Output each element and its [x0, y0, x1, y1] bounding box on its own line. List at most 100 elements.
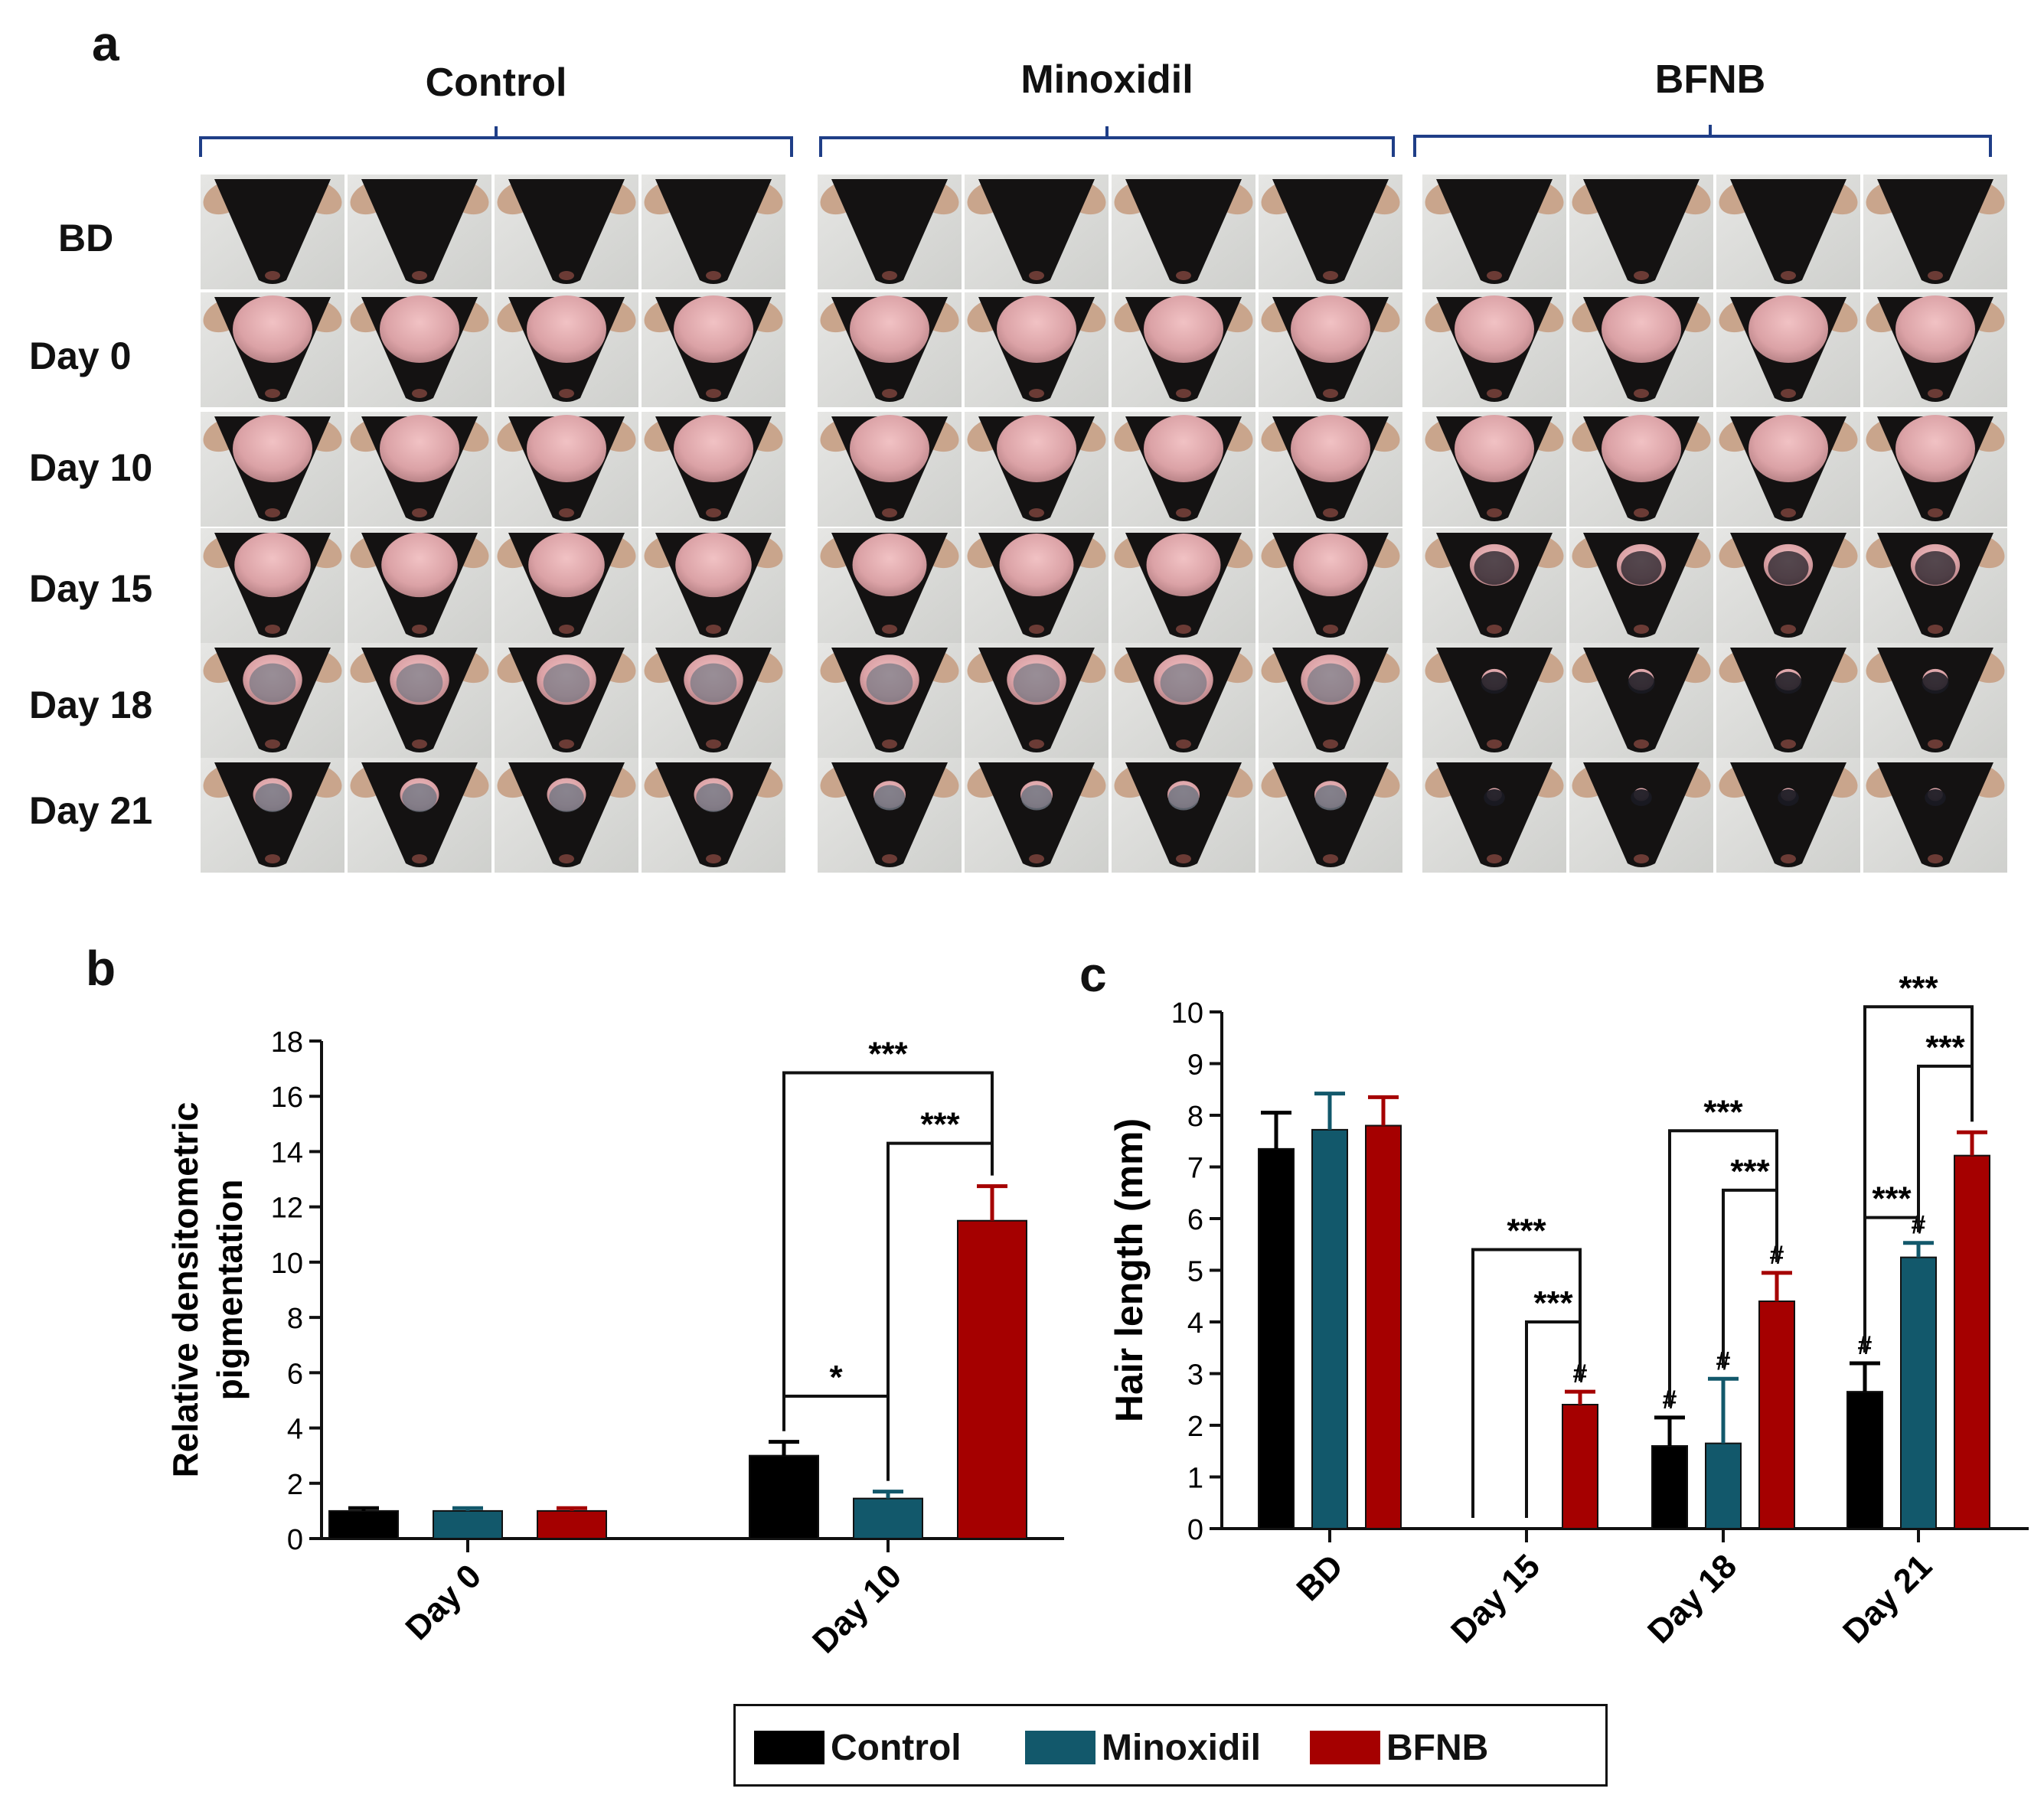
chart-c-sig-bracket-0 — [1471, 1248, 1582, 1518]
chart-b-bar-bfnb-1 — [957, 1219, 1027, 1539]
chart-c-ytick-label-3: 3 — [1187, 1359, 1203, 1392]
panel-c-letter: c — [1079, 947, 1107, 1002]
chart-b-ytick-label-18: 18 — [271, 1026, 303, 1059]
chart-c-ytick-label-4: 4 — [1187, 1307, 1203, 1340]
chart-c-bar-bfnb-3 — [1954, 1154, 1990, 1529]
chart-c-xtick-label-3: Day 21 — [1836, 1547, 1939, 1650]
chart-c-sig-label-3: *** — [1730, 1153, 1770, 1190]
photo-bfnb-row3-1 — [1422, 528, 1566, 643]
bracket-control — [199, 126, 793, 157]
chart-c-bar-bfnb-1 — [1562, 1404, 1598, 1529]
chart-b-ytick-label-8: 8 — [287, 1303, 303, 1335]
photo-control-row4-3 — [495, 643, 638, 758]
row-label-day18: Day 18 — [29, 684, 153, 726]
legend-swatch-minoxidil — [1025, 1731, 1095, 1764]
chart-c-xtick-label-1: Day 15 — [1444, 1547, 1547, 1650]
panel-b-letter: b — [86, 941, 116, 996]
chart-c-bar-control-0 — [1258, 1147, 1295, 1529]
legend-swatch-control — [754, 1731, 824, 1764]
row-label-day0: Day 0 — [29, 335, 132, 377]
photo-bfnb-row4-3 — [1716, 643, 1860, 758]
legend-label-bfnb: BFNB — [1386, 1727, 1489, 1768]
chart-c-bar-bfnb-0 — [1365, 1124, 1402, 1529]
chart-b-ytick-label-12: 12 — [271, 1193, 303, 1225]
chart-c-bar-minoxidil-2 — [1705, 1442, 1742, 1529]
chart-b-sig-bracket-1 — [886, 1141, 994, 1481]
legend-label-minoxidil: Minoxidil — [1102, 1727, 1261, 1768]
photo-bfnb-row2-1 — [1422, 412, 1566, 527]
photo-control-row5-3 — [495, 758, 638, 873]
photo-bfnb-row1-4 — [1863, 292, 2007, 407]
chart-c-ytick-label-0: 0 — [1187, 1514, 1203, 1546]
photo-bfnb-row0-1 — [1422, 175, 1566, 289]
photo-bfnb-row2-2 — [1569, 412, 1713, 527]
chart-c-sig-label-6: *** — [1872, 1180, 1912, 1218]
photo-bfnb-row3-2 — [1569, 528, 1713, 643]
photo-control-row4-2 — [348, 643, 491, 758]
chart-b-sig-bracket-2 — [782, 1395, 890, 1481]
photo-control-row1-4 — [642, 292, 785, 407]
photo-bfnb-row4-1 — [1422, 643, 1566, 758]
chart-c-ytick-label-9: 9 — [1187, 1049, 1203, 1082]
photo-control-row4-1 — [201, 643, 344, 758]
chart-b-xtick-label-1: Day 10 — [805, 1557, 909, 1660]
chart-c-bar-minoxidil-3 — [1900, 1256, 1937, 1529]
photo-minoxidil-row0-2 — [965, 175, 1109, 289]
chart-b-ylabel: Relative densitometric pigmentation — [165, 1102, 250, 1478]
photo-minoxidil-row1-1 — [818, 292, 962, 407]
legend-item-minoxidil: Minoxidil — [1025, 1725, 1261, 1770]
chart-c-xtick-label-0: BD — [1289, 1547, 1350, 1608]
photo-bfnb-row1-2 — [1569, 292, 1713, 407]
photo-bfnb-row4-4 — [1863, 643, 2007, 758]
photo-minoxidil-row0-4 — [1259, 175, 1402, 289]
photo-minoxidil-row2-4 — [1259, 412, 1402, 527]
row-label-day10: Day 10 — [29, 446, 153, 489]
chart-c-sig-label-0: *** — [1507, 1212, 1546, 1250]
photo-bfnb-row4-2 — [1569, 643, 1713, 758]
chart-c-sig-bracket-5 — [1917, 1064, 1974, 1232]
chart-b-ytick-label-2: 2 — [287, 1469, 303, 1501]
photo-minoxidil-row5-3 — [1112, 758, 1255, 873]
photo-control-row1-1 — [201, 292, 344, 407]
photo-minoxidil-row0-1 — [818, 175, 962, 289]
row-label-day21: Day 21 — [29, 789, 153, 832]
photo-control-row3-3 — [495, 528, 638, 643]
chart-b-bar-control-0 — [328, 1509, 399, 1540]
chart-c-sig-label-4: *** — [1899, 969, 1938, 1007]
chart-c-bar-control-3 — [1846, 1391, 1883, 1529]
panel-a-letter: a — [92, 16, 119, 71]
legend-swatch-bfnb — [1310, 1731, 1380, 1764]
photo-bfnb-row1-1 — [1422, 292, 1566, 407]
photo-minoxidil-row0-3 — [1112, 175, 1255, 289]
photo-bfnb-row2-3 — [1716, 412, 1860, 527]
photo-control-row3-1 — [201, 528, 344, 643]
chart-b-sig-label-2: * — [829, 1359, 843, 1396]
group-title-bfnb: BFNB — [1654, 57, 1766, 102]
photo-minoxidil-row1-3 — [1112, 292, 1255, 407]
chart-c-sig-bracket-4 — [1863, 1005, 1974, 1353]
photo-control-row5-4 — [642, 758, 785, 873]
bracket-minoxidil — [819, 126, 1395, 157]
photo-bfnb-row2-4 — [1863, 412, 2007, 527]
chart-c-ytick-label-6: 6 — [1187, 1204, 1203, 1236]
chart-b-bar-minoxidil-0 — [433, 1509, 503, 1540]
photo-control-row0-1 — [201, 175, 344, 289]
photo-control-row3-2 — [348, 528, 491, 643]
photo-bfnb-row0-4 — [1863, 175, 2007, 289]
mouse-photo-grid — [199, 125, 2007, 873]
photo-control-row0-4 — [642, 175, 785, 289]
chart-b-sig-label-1: *** — [920, 1106, 960, 1144]
photo-bfnb-row3-3 — [1716, 528, 1860, 643]
photo-minoxidil-row5-4 — [1259, 758, 1402, 873]
chart-b-bar-bfnb-0 — [537, 1509, 607, 1540]
photo-minoxidil-row3-4 — [1259, 528, 1402, 643]
photo-minoxidil-row2-2 — [965, 412, 1109, 527]
chart-b: Relative densitometric pigmentation 0 2 4 6 8… — [165, 1026, 1064, 1660]
chart-c-bar-bfnb-2 — [1758, 1301, 1795, 1529]
group-title-minoxidil: Minoxidil — [1020, 57, 1193, 102]
photo-minoxidil-row2-1 — [818, 412, 962, 527]
chart-c-ytick-label-5: 5 — [1187, 1256, 1203, 1288]
photo-bfnb-row0-2 — [1569, 175, 1713, 289]
photo-control-row2-3 — [495, 412, 638, 527]
